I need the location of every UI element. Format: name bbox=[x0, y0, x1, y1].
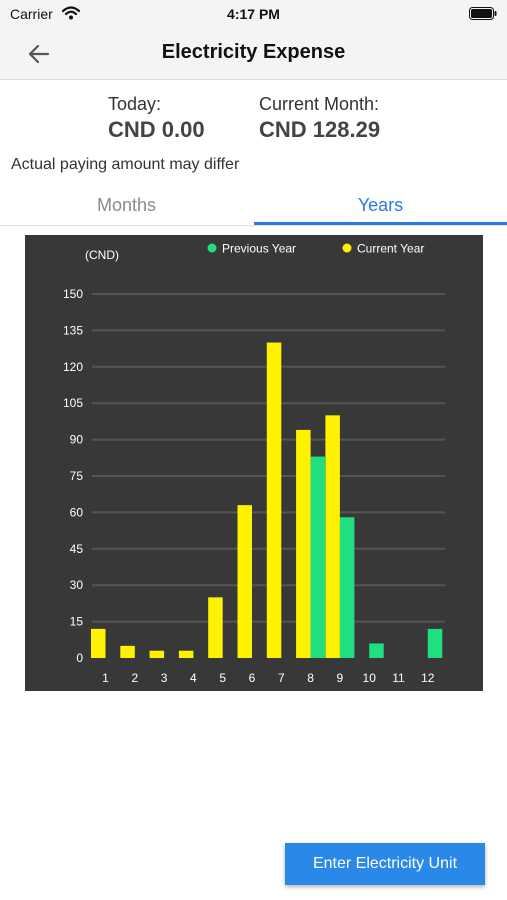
active-tab-indicator bbox=[254, 222, 507, 225]
previous-year-bar bbox=[427, 628, 443, 658]
x-tick-label: 11 bbox=[392, 671, 405, 685]
current-year-bar bbox=[208, 597, 223, 658]
tab-years[interactable]: Years bbox=[357, 195, 404, 215]
status-bar: Carrier 4:17 PM bbox=[0, 0, 507, 28]
legend-label: Previous Year bbox=[222, 242, 296, 256]
current-month-summary: Current Month: CND 128.29 bbox=[259, 94, 380, 143]
y-tick-label: 75 bbox=[70, 469, 84, 483]
page-title: Electricity Expense bbox=[161, 41, 346, 63]
y-tick-label: 90 bbox=[70, 433, 84, 447]
x-tick-label: 10 bbox=[363, 671, 377, 685]
carrier-label: Carrier bbox=[10, 6, 53, 22]
legend-marker bbox=[342, 243, 352, 253]
y-tick-label: 45 bbox=[70, 542, 84, 556]
current-year-bar bbox=[91, 628, 106, 658]
current-year-bar bbox=[325, 415, 340, 658]
tab-bar: Months Years bbox=[0, 186, 507, 226]
x-tick-label: 4 bbox=[190, 671, 197, 685]
today-label: Today: bbox=[108, 94, 162, 114]
x-tick-label: 7 bbox=[278, 671, 285, 685]
previous-year-bar bbox=[339, 517, 355, 658]
y-tick-label: 120 bbox=[63, 360, 83, 374]
disclaimer-text: Actual paying amount may differ bbox=[11, 156, 240, 173]
x-tick-label: 3 bbox=[161, 671, 168, 685]
expense-chart: 0 15 30 45 60 75 90 105 120 135 150 (CND) Previous Y… bbox=[25, 235, 483, 691]
x-tick-label: 6 bbox=[249, 671, 256, 685]
current-year-bar bbox=[120, 645, 135, 658]
y-tick-label: 60 bbox=[70, 505, 84, 519]
navigation-bar: Electricity Expense bbox=[0, 28, 507, 80]
current-month-label: Current Month: bbox=[259, 94, 380, 114]
x-tick-label: 2 bbox=[131, 671, 138, 685]
y-tick-label: 0 bbox=[76, 651, 83, 665]
x-tick-label: 9 bbox=[337, 671, 344, 685]
x-tick-label: 8 bbox=[307, 671, 314, 685]
wifi-icon bbox=[62, 6, 80, 20]
enter-electricity-unit-button[interactable]: Enter Electricity Unit bbox=[285, 843, 485, 885]
previous-year-bar bbox=[369, 643, 384, 658]
y-tick-label: 15 bbox=[70, 615, 84, 629]
y-tick-label: 150 bbox=[63, 287, 83, 301]
battery-icon bbox=[469, 7, 497, 20]
tab-months[interactable]: Months bbox=[96, 195, 157, 215]
back-button[interactable] bbox=[24, 40, 54, 68]
current-year-bar bbox=[178, 650, 194, 658]
today-value: CND 0.00 bbox=[108, 117, 205, 142]
previous-year-bar bbox=[310, 456, 326, 658]
x-tick-label: 12 bbox=[421, 671, 435, 685]
current-year-bar bbox=[149, 650, 165, 658]
x-tick-label: 1 bbox=[102, 671, 109, 685]
y-tick-label: 105 bbox=[63, 396, 83, 410]
current-year-bar bbox=[296, 429, 311, 658]
y-tick-label: 30 bbox=[70, 578, 84, 592]
current-year-bar bbox=[266, 342, 282, 658]
y-axis-unit-label: (CND) bbox=[85, 248, 119, 262]
current-year-bar bbox=[237, 505, 252, 658]
y-tick-label: 135 bbox=[63, 323, 83, 337]
current-month-value: CND 128.29 bbox=[259, 117, 381, 142]
x-tick-label: 5 bbox=[219, 671, 226, 685]
status-time: 4:17 PM bbox=[227, 6, 280, 22]
legend-label: Current Year bbox=[357, 242, 424, 256]
legend-marker bbox=[207, 243, 217, 253]
today-summary: Today: CND 0.00 bbox=[108, 94, 205, 143]
back-arrow-icon bbox=[28, 44, 50, 64]
